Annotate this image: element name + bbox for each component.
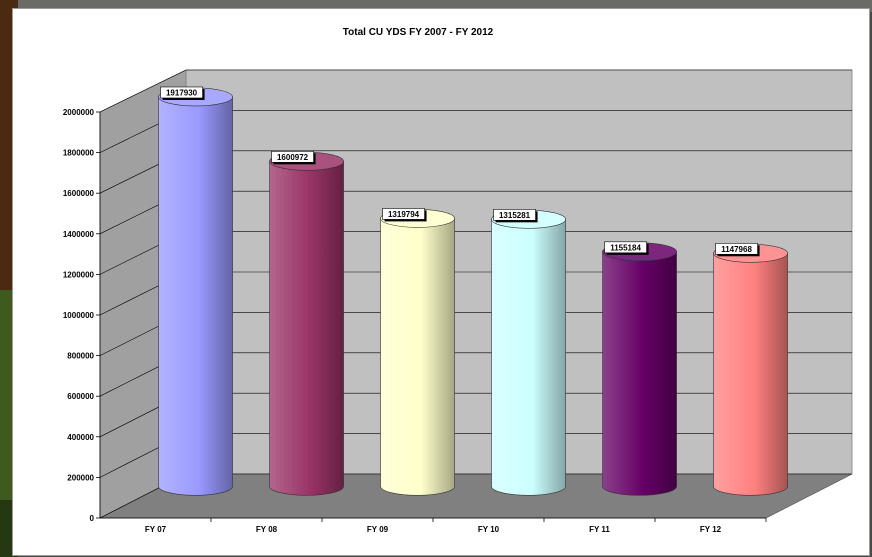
bar-body <box>158 96 233 496</box>
data-label: 1155184 <box>610 243 641 252</box>
xtick-label: FY 07 <box>145 525 167 534</box>
bar-body <box>269 161 344 496</box>
bar-body <box>491 219 566 496</box>
ytick-label: 1200000 <box>63 270 95 279</box>
ytick-label: 2000000 <box>63 108 95 117</box>
ytick-label: 800000 <box>67 352 94 361</box>
xtick-label: FY 09 <box>367 525 389 534</box>
bar-body <box>713 252 788 496</box>
ytick-label: 600000 <box>67 392 94 401</box>
data-label-box <box>493 209 536 221</box>
data-label-box <box>382 208 425 220</box>
gridline-side <box>99 69 187 113</box>
ytick-label: 1400000 <box>63 230 95 239</box>
data-label-box <box>604 241 647 254</box>
xtick-label: FY 10 <box>478 525 500 534</box>
xtick-label: FY 08 <box>256 525 278 534</box>
data-label: 1315281 <box>499 211 531 220</box>
bar-fy-07 <box>158 87 233 496</box>
bar-fy-08 <box>269 152 344 496</box>
bar-body <box>602 251 677 496</box>
bar-fy-09 <box>380 209 455 496</box>
bar-fy-12 <box>713 243 788 496</box>
axes: 0 200000 400000 600000 800000 1000000 1200000 1… <box>63 108 767 534</box>
data-labels: 1917930 1600972 1319794 1315281 1155184 11479… <box>160 86 760 257</box>
data-label: 1600972 <box>277 153 309 162</box>
bar-fy-11 <box>602 242 677 496</box>
ytick-label: 1000000 <box>63 311 95 320</box>
data-label: 1319794 <box>388 210 420 219</box>
ytick-label: 0 <box>90 514 95 523</box>
data-label-box <box>271 151 314 163</box>
chart-title: Total CU YDS FY 2007 - FY 2012 <box>343 27 494 38</box>
bar-fy-10 <box>491 210 566 496</box>
xtick-label: FY 11 <box>589 525 610 534</box>
data-label-box <box>160 86 203 99</box>
bar-body <box>380 218 455 496</box>
ytick-label: 1600000 <box>63 189 95 198</box>
ytick-label: 200000 <box>67 473 94 482</box>
data-label-box <box>715 242 758 255</box>
xtick-label: FY 12 <box>700 525 722 534</box>
data-label: 1147968 <box>721 245 752 254</box>
ytick-label: 1800000 <box>63 149 95 158</box>
ytick-label: 400000 <box>67 433 94 442</box>
data-label: 1917930 <box>166 88 198 97</box>
